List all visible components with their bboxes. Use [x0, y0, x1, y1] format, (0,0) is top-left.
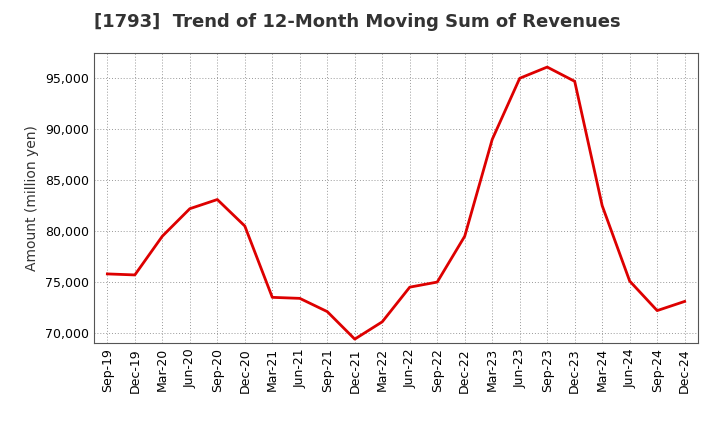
Y-axis label: Amount (million yen): Amount (million yen): [25, 125, 39, 271]
Text: [1793]  Trend of 12-Month Moving Sum of Revenues: [1793] Trend of 12-Month Moving Sum of R…: [94, 13, 620, 31]
